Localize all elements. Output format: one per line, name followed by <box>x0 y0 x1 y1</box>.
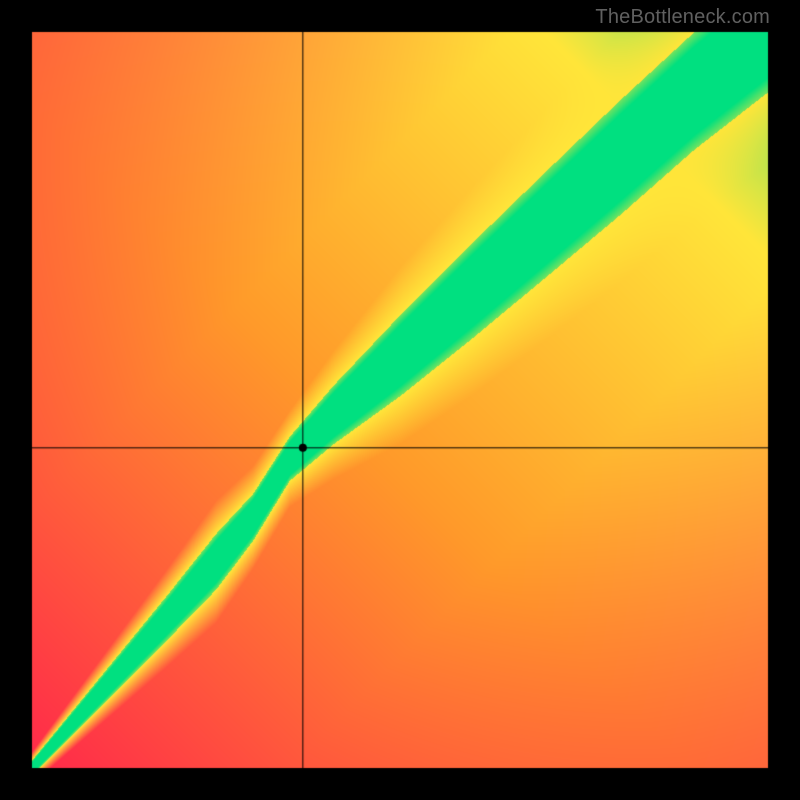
bottleneck-heatmap <box>0 0 800 800</box>
chart-container: TheBottleneck.com <box>0 0 800 800</box>
watermark-text: TheBottleneck.com <box>595 6 770 29</box>
